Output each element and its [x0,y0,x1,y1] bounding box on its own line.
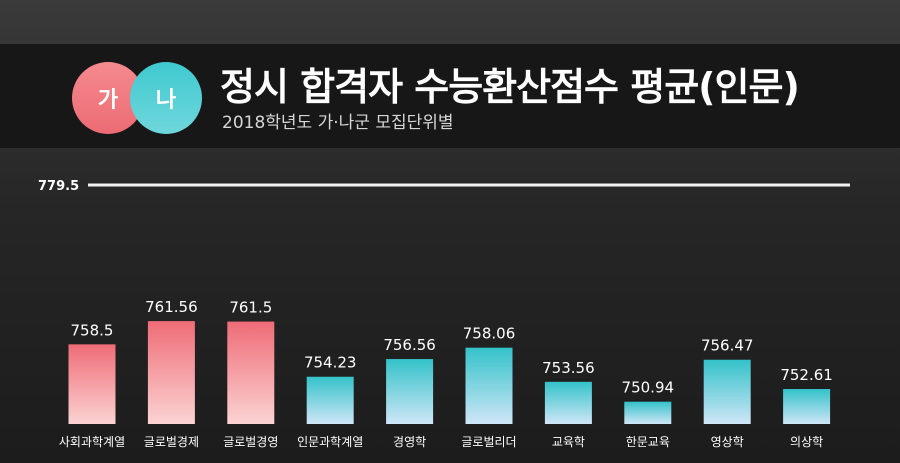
bar [147,321,195,424]
bar [227,321,275,424]
badge-na: 나 [130,62,202,134]
data-label: 758.5 [71,321,114,339]
data-label: 750.94 [622,379,675,397]
data-label: 756.56 [383,336,436,354]
reference-label: 779.5 [38,179,79,194]
page-subtitle: 2018학년도 가·나군 모집단위별 [222,113,454,133]
category-label: 사회과학계열 [59,435,125,449]
category-label: 글로벌경영 [223,435,278,449]
bar [306,376,354,424]
page-title: 정시 합격자 수능환산점수 평균(인문) [220,65,800,109]
data-label: 752.61 [780,366,833,384]
bar [624,401,672,424]
category-label: 한문교육 [626,435,670,449]
category-label: 교육학 [552,435,585,449]
category-label: 글로벌경제 [144,435,199,449]
category-label: 영상학 [711,435,744,449]
data-label: 761.5 [229,299,272,317]
bar [703,359,751,424]
category-label: 의상학 [790,435,823,449]
category-label: 경영학 [393,435,426,449]
bar [68,344,116,424]
data-label: 761.56 [145,298,198,316]
bar [465,347,513,424]
bar [386,359,434,424]
bar [544,381,592,424]
bar [783,389,831,424]
data-label: 753.56 [542,359,595,377]
data-label: 754.23 [304,354,357,372]
data-label: 756.47 [701,337,754,355]
category-label: 인문과학계열 [297,435,363,449]
category-label: 글로벌리더 [461,435,516,449]
data-label: 758.06 [463,325,516,343]
